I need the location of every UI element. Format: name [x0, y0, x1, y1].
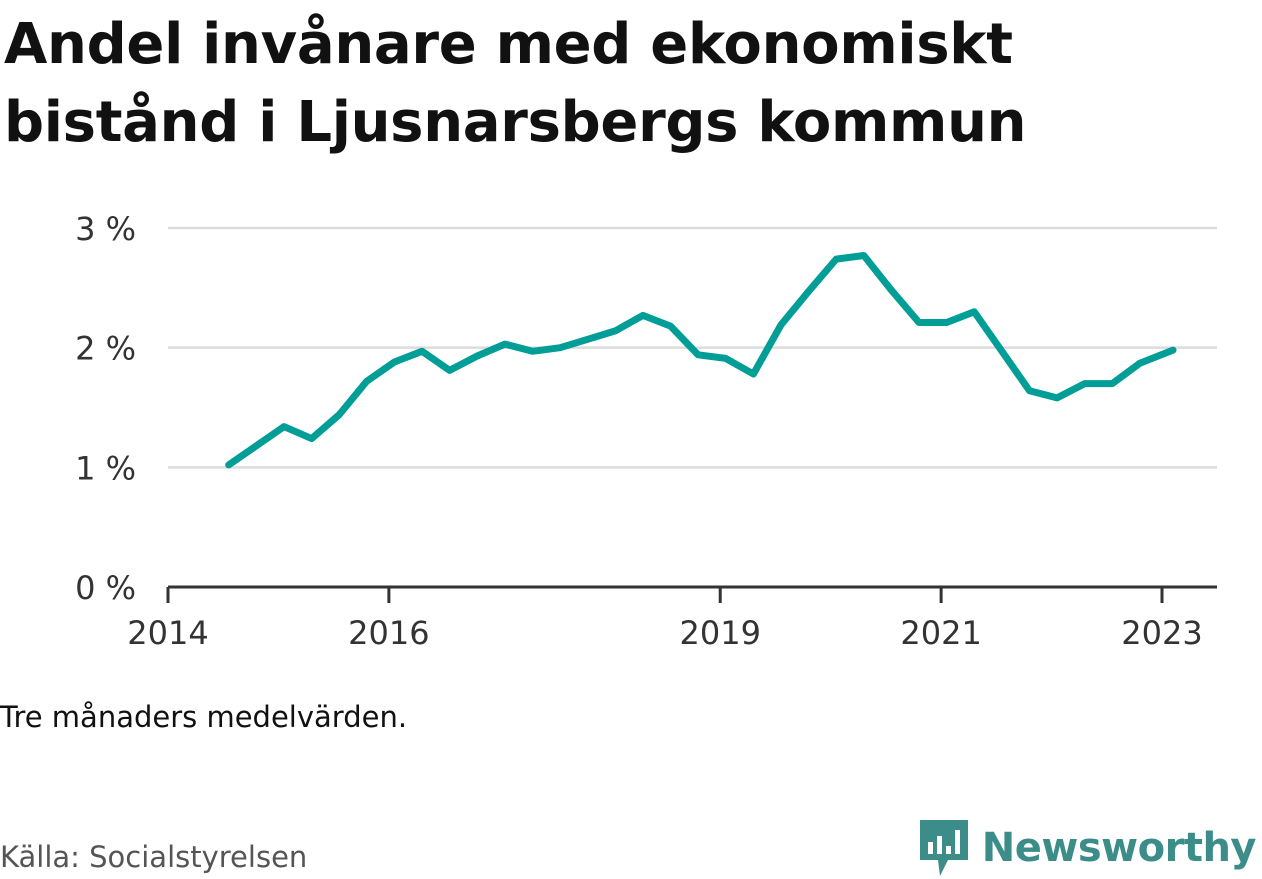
- x-axis: [166, 585, 1217, 603]
- series-lines: [225, 252, 1177, 469]
- x-tick-label: 2019: [680, 614, 761, 652]
- chart-title: Andel invånare med ekonomiskt bistånd i …: [4, 12, 1027, 155]
- x-tick-labels: 2014 2016 2019 2021 2023: [127, 614, 1202, 652]
- series-line: [225, 252, 1177, 469]
- x-tick-label: 2023: [1121, 614, 1202, 652]
- y-tick-label: 3 %: [75, 210, 136, 248]
- brand-name: Newsworthy: [981, 825, 1257, 871]
- brand-logo: Newsworthy: [918, 818, 1257, 878]
- source-text: Källa: Socialstyrelsen: [0, 840, 308, 874]
- x-tick-label: 2016: [348, 614, 429, 652]
- y-tick-label: 2 %: [75, 330, 136, 368]
- y-tick-labels: 0 % 1 % 2 % 3 %: [75, 210, 136, 607]
- y-tick-label: 1 %: [75, 449, 136, 487]
- line-chart: 0 % 1 % 2 % 3 % 2014 2016 2019 2021 2023: [75, 210, 1217, 652]
- x-tick-label: 2014: [127, 614, 208, 652]
- y-tick-label: 0 %: [75, 569, 136, 607]
- chart-note: Tre månaders medelvärden.: [0, 700, 408, 734]
- x-tick-label: 2021: [900, 614, 981, 652]
- newsworthy-logo-icon: [919, 820, 968, 876]
